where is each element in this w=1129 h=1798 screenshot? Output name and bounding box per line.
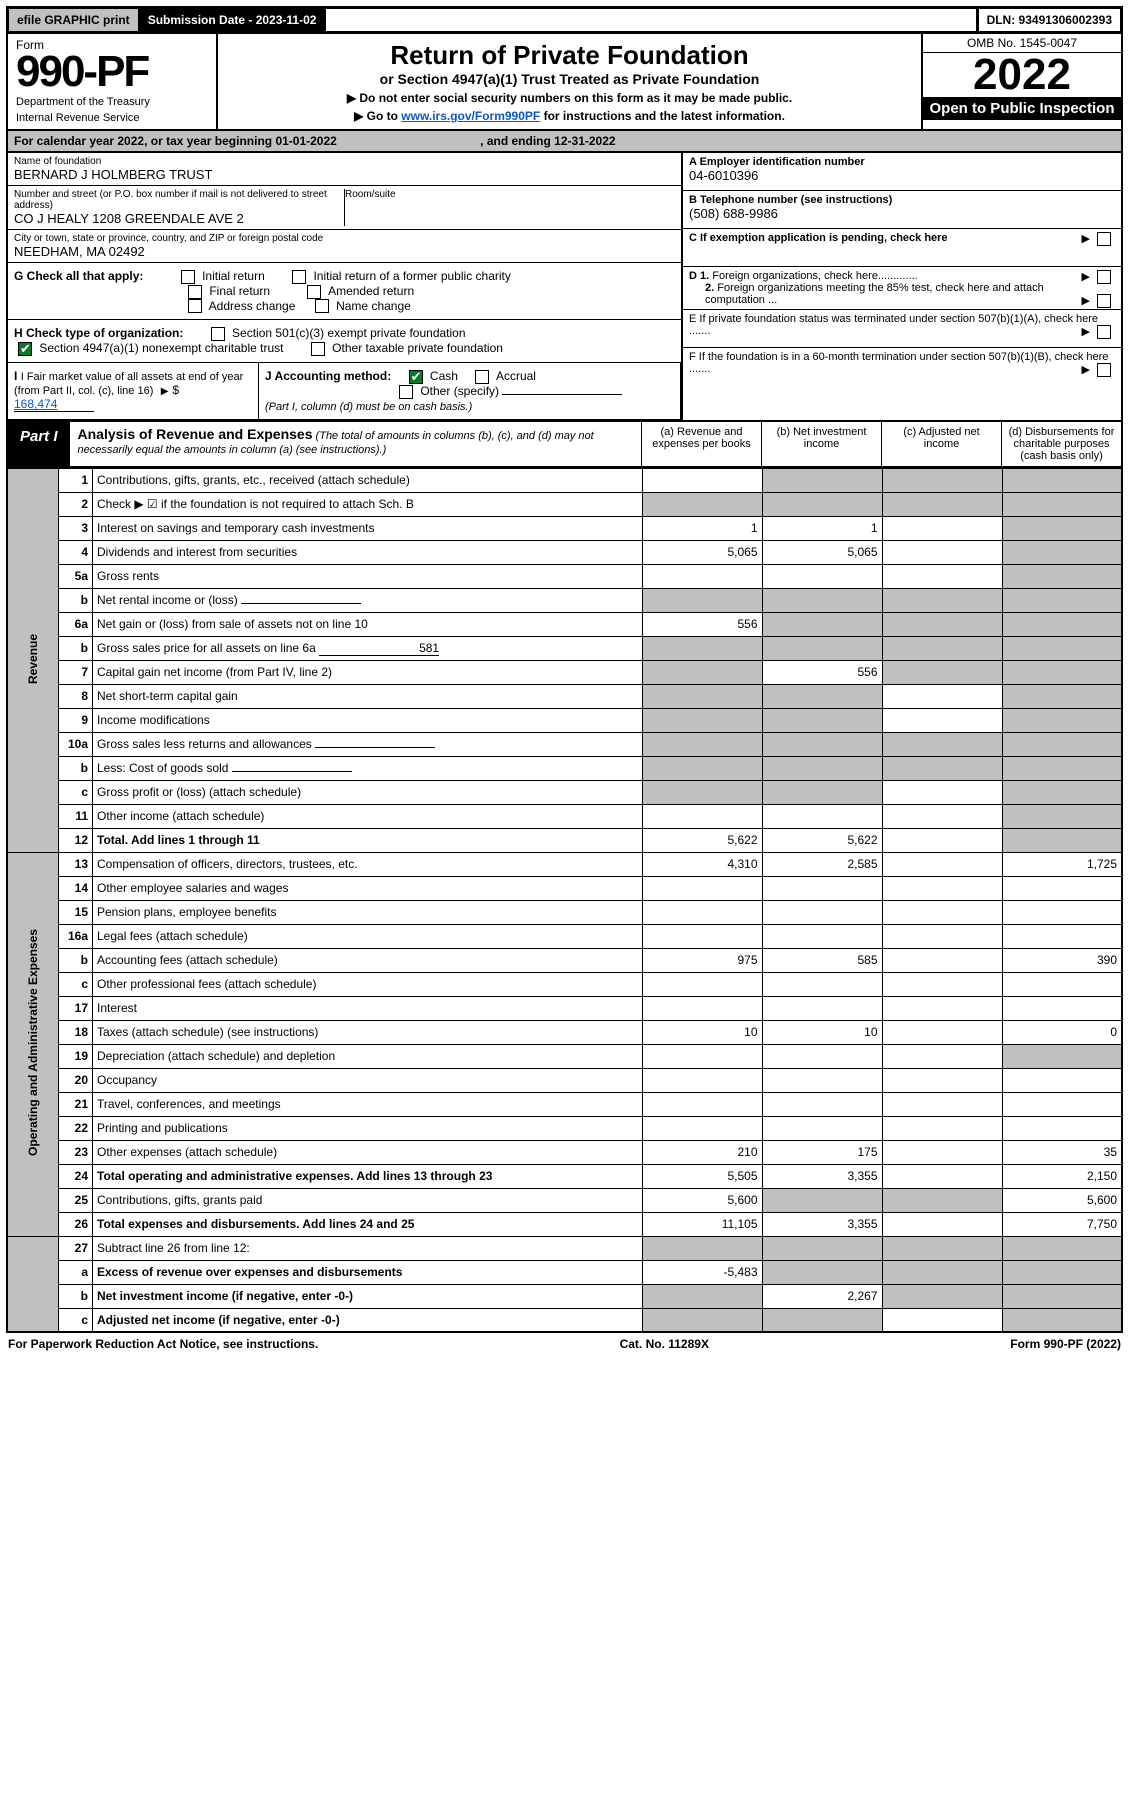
chk-f[interactable]: [1097, 363, 1111, 377]
col-d: (d) Disbursements for charitable purpose…: [1001, 422, 1121, 466]
i-label: I Fair market value of all assets at end…: [14, 371, 243, 397]
a-ein-label: A Employer identification number: [689, 156, 1115, 168]
chk-other-specify[interactable]: [399, 385, 413, 399]
table-row: bAccounting fees (attach schedule)975585…: [7, 948, 1122, 972]
irs-link[interactable]: www.irs.gov/Form990PF: [401, 109, 540, 123]
chk-final-return[interactable]: [188, 285, 202, 299]
calendar-year-bar: For calendar year 2022, or tax year begi…: [6, 131, 1123, 153]
table-row: 14Other employee salaries and wages: [7, 876, 1122, 900]
table-row: 12Total. Add lines 1 through 115,6225,62…: [7, 828, 1122, 852]
table-row: 23Other expenses (attach schedule)210175…: [7, 1140, 1122, 1164]
table-row: 22Printing and publications: [7, 1116, 1122, 1140]
efile-bar: efile GRAPHIC print Submission Date - 20…: [6, 6, 1123, 34]
chk-c[interactable]: [1097, 232, 1111, 246]
chk-d2[interactable]: [1097, 294, 1111, 308]
footer-formref: Form 990-PF (2022): [1010, 1337, 1121, 1351]
note-ssn: ▶ Do not enter social security numbers o…: [226, 91, 913, 105]
part1-title: Analysis of Revenue and Expenses (The to…: [70, 422, 641, 466]
table-row: 6aNet gain or (loss) from sale of assets…: [7, 612, 1122, 636]
table-row: Revenue1Contributions, gifts, grants, et…: [7, 468, 1122, 492]
table-row: 16aLegal fees (attach schedule): [7, 924, 1122, 948]
footer-paperwork: For Paperwork Reduction Act Notice, see …: [8, 1337, 318, 1351]
chk-accrual[interactable]: [475, 370, 489, 384]
table-row: 20Occupancy: [7, 1068, 1122, 1092]
table-row: cGross profit or (loss) (attach schedule…: [7, 780, 1122, 804]
table-row: 15Pension plans, employee benefits: [7, 900, 1122, 924]
name-label: Name of foundation: [14, 156, 675, 167]
chk-d1[interactable]: [1097, 270, 1111, 284]
table-row: 26Total expenses and disbursements. Add …: [7, 1212, 1122, 1236]
table-row: 21Travel, conferences, and meetings: [7, 1092, 1122, 1116]
j-label: J Accounting method:: [265, 369, 391, 383]
table-row: 4Dividends and interest from securities5…: [7, 540, 1122, 564]
table-row: bGross sales price for all assets on lin…: [7, 636, 1122, 660]
addr-value: CO J HEALY 1208 GREENDALE AVE 2: [14, 211, 344, 226]
table-row: 11Other income (attach schedule): [7, 804, 1122, 828]
col-a: (a) Revenue and expenses per books: [641, 422, 761, 466]
chk-address-change[interactable]: [188, 299, 202, 313]
fmv-link[interactable]: 168,474: [14, 397, 94, 412]
city-value: NEEDHAM, MA 02492: [14, 244, 675, 259]
table-row: 24Total operating and administrative exp…: [7, 1164, 1122, 1188]
room-label: Room/suite: [345, 189, 675, 200]
table-row: cAdjusted net income (if negative, enter…: [7, 1308, 1122, 1332]
table-row: bNet rental income or (loss): [7, 588, 1122, 612]
chk-initial-former[interactable]: [292, 270, 306, 284]
efile-submission-date: Submission Date - 2023-11-02: [138, 9, 327, 31]
b-phone-label: B Telephone number (see instructions): [689, 194, 1115, 206]
chk-4947a1[interactable]: [18, 342, 32, 356]
e-label: E If private foundation status was termi…: [689, 313, 1098, 337]
c-exemption-label: C If exemption application is pending, c…: [689, 232, 948, 244]
b-phone-value: (508) 688-9986: [689, 206, 1115, 221]
table-row: 27Subtract line 26 from line 12:: [7, 1236, 1122, 1260]
addr-label: Number and street (or P.O. box number if…: [14, 189, 344, 211]
table-row: 19Depreciation (attach schedule) and dep…: [7, 1044, 1122, 1068]
chk-initial-return[interactable]: [181, 270, 195, 284]
chk-cash[interactable]: [409, 370, 423, 384]
table-row: bLess: Cost of goods sold: [7, 756, 1122, 780]
table-row: 2Check ▶ ☑ if the foundation is not requ…: [7, 492, 1122, 516]
form-title: Return of Private Foundation: [226, 40, 913, 71]
h-label: H Check type of organization:: [14, 326, 183, 340]
foundation-name: BERNARD J HOLMBERG TRUST: [14, 167, 675, 182]
form-subtitle: or Section 4947(a)(1) Trust Treated as P…: [226, 71, 913, 87]
table-row: aExcess of revenue over expenses and dis…: [7, 1260, 1122, 1284]
table-row: 8Net short-term capital gain: [7, 684, 1122, 708]
col-c: (c) Adjusted net income: [881, 422, 1001, 466]
table-row: bNet investment income (if negative, ent…: [7, 1284, 1122, 1308]
dept-treasury: Department of the Treasury: [16, 96, 208, 108]
chk-amended-return[interactable]: [307, 285, 321, 299]
j-note: (Part I, column (d) must be on cash basi…: [265, 401, 472, 413]
f-label: F If the foundation is in a 60-month ter…: [689, 351, 1108, 375]
tax-year: 2022: [923, 53, 1121, 97]
chk-501c3[interactable]: [211, 327, 225, 341]
chk-e[interactable]: [1097, 325, 1111, 339]
table-row: Operating and Administrative Expenses13C…: [7, 852, 1122, 876]
col-b: (b) Net investment income: [761, 422, 881, 466]
table-row: 5aGross rents: [7, 564, 1122, 588]
table-row: 9Income modifications: [7, 708, 1122, 732]
table-row: 17Interest: [7, 996, 1122, 1020]
part1-tag: Part I: [8, 422, 70, 466]
table-row: 3Interest on savings and temporary cash …: [7, 516, 1122, 540]
table-row: cOther professional fees (attach schedul…: [7, 972, 1122, 996]
open-to-public: Open to Public Inspection: [923, 97, 1121, 120]
form-number: 990-PF: [16, 52, 208, 92]
irs-label: Internal Revenue Service: [16, 112, 208, 124]
efile-print: efile GRAPHIC print: [9, 9, 138, 31]
city-label: City or town, state or province, country…: [14, 233, 675, 244]
part1-table: Revenue1Contributions, gifts, grants, et…: [6, 468, 1123, 1334]
note-goto: ▶ Go to www.irs.gov/Form990PF for instru…: [226, 109, 913, 123]
chk-name-change[interactable]: [315, 299, 329, 313]
table-row: 18Taxes (attach schedule) (see instructi…: [7, 1020, 1122, 1044]
g-label: G Check all that apply:: [14, 269, 143, 283]
footer-catno: Cat. No. 11289X: [620, 1337, 709, 1351]
a-ein-value: 04-6010396: [689, 168, 1115, 183]
table-row: 10aGross sales less returns and allowanc…: [7, 732, 1122, 756]
chk-other-taxable[interactable]: [311, 342, 325, 356]
table-row: 7Capital gain net income (from Part IV, …: [7, 660, 1122, 684]
efile-dln: DLN: 93491306002393: [976, 9, 1120, 31]
table-row: 25Contributions, gifts, grants paid5,600…: [7, 1188, 1122, 1212]
